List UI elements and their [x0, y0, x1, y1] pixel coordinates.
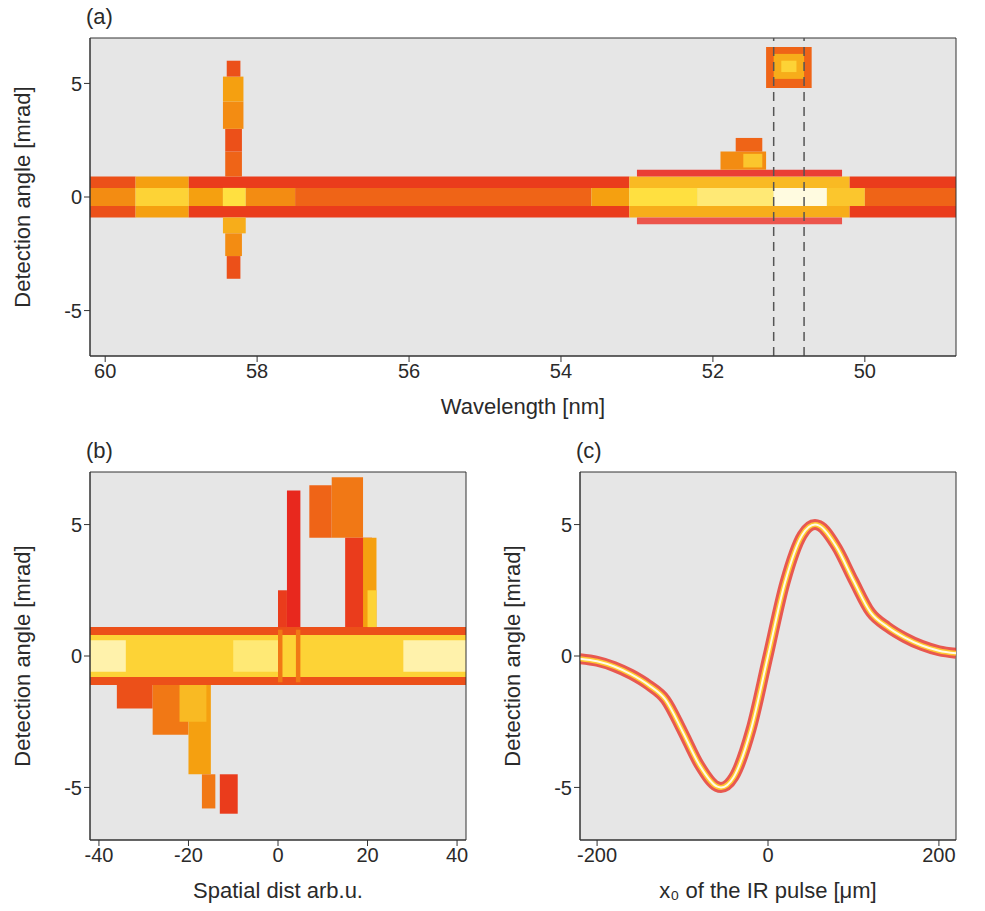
svg-text:58: 58	[246, 360, 268, 382]
svg-text:-5: -5	[64, 300, 82, 322]
svg-text:Spatial dist arb.u.: Spatial dist arb.u.	[193, 878, 363, 903]
svg-text:-5: -5	[554, 777, 572, 799]
svg-text:5: 5	[71, 73, 82, 95]
svg-text:52: 52	[702, 360, 724, 382]
svg-text:0: 0	[71, 186, 82, 208]
svg-text:40: 40	[446, 844, 468, 866]
svg-text:Detection angle [mrad]: Detection angle [mrad]	[10, 86, 35, 307]
svg-text:200: 200	[922, 844, 955, 866]
svg-text:50: 50	[854, 360, 876, 382]
svg-text:x₀ of the IR pulse [μm]: x₀ of the IR pulse [μm]	[659, 878, 876, 903]
svg-text:-200: -200	[577, 844, 617, 866]
svg-text:0: 0	[762, 844, 773, 866]
svg-text:20: 20	[356, 844, 378, 866]
svg-text:54: 54	[550, 360, 572, 382]
svg-text:5: 5	[561, 514, 572, 536]
html-text:(b): (b)	[86, 438, 113, 463]
svg-text:-5: -5	[64, 777, 82, 799]
html-text:(a): (a)	[86, 4, 113, 29]
svg-text:Detection angle [mrad]: Detection angle [mrad]	[10, 545, 35, 766]
svg-text:-20: -20	[174, 844, 203, 866]
svg-text:56: 56	[398, 360, 420, 382]
svg-text:0: 0	[272, 844, 283, 866]
svg-text:0: 0	[561, 645, 572, 667]
svg-text:60: 60	[94, 360, 116, 382]
svg-text:Wavelength [nm]: Wavelength [nm]	[441, 394, 605, 419]
svg-text:5: 5	[71, 514, 82, 536]
html-text:(c): (c)	[576, 438, 602, 463]
svg-text:0: 0	[71, 645, 82, 667]
svg-text:-40: -40	[84, 844, 113, 866]
svg-text:Detection angle [mrad]: Detection angle [mrad]	[500, 545, 525, 766]
